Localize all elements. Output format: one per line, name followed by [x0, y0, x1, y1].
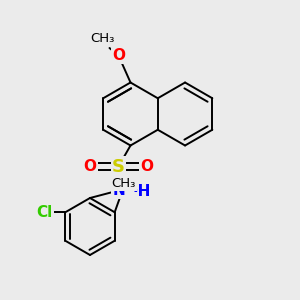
Text: S: S — [112, 158, 125, 175]
Text: O: O — [83, 159, 97, 174]
Text: O: O — [140, 159, 154, 174]
Text: ·H: ·H — [132, 184, 150, 200]
Text: O: O — [112, 48, 125, 63]
Text: CH₃: CH₃ — [90, 32, 114, 46]
Text: N: N — [112, 183, 125, 198]
Text: CH₃: CH₃ — [112, 177, 136, 190]
Text: Cl: Cl — [36, 205, 52, 220]
